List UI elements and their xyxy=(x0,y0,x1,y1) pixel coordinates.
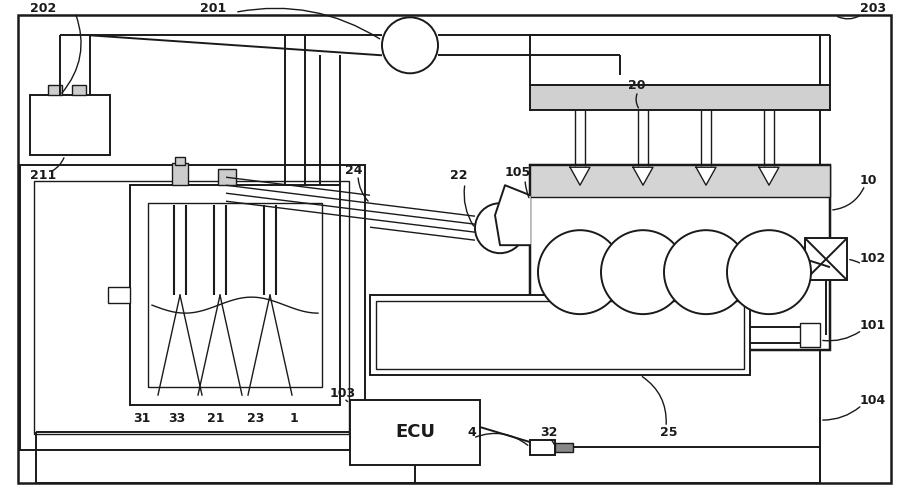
Bar xyxy=(370,295,750,375)
Bar xyxy=(376,301,744,369)
Bar xyxy=(130,185,340,405)
Circle shape xyxy=(601,230,685,314)
Bar xyxy=(530,440,555,455)
Circle shape xyxy=(475,203,525,253)
Bar xyxy=(72,86,86,96)
Text: ECU: ECU xyxy=(395,423,435,441)
Text: 25: 25 xyxy=(660,426,678,438)
Bar xyxy=(172,163,188,185)
Text: 10: 10 xyxy=(860,174,877,186)
Text: 22: 22 xyxy=(450,168,468,181)
Bar xyxy=(530,165,830,350)
Bar xyxy=(350,400,480,465)
Bar xyxy=(175,157,185,165)
Circle shape xyxy=(382,18,438,74)
Bar xyxy=(108,287,130,303)
Text: 1: 1 xyxy=(290,412,298,424)
Bar xyxy=(530,86,830,110)
Bar xyxy=(48,86,62,96)
Text: 202: 202 xyxy=(30,2,56,15)
Polygon shape xyxy=(696,167,716,185)
Bar xyxy=(805,238,847,280)
Circle shape xyxy=(538,230,622,314)
Bar xyxy=(148,203,322,387)
Text: 23: 23 xyxy=(247,412,265,424)
Text: 32: 32 xyxy=(540,426,557,438)
Text: 203: 203 xyxy=(860,2,886,15)
Bar xyxy=(555,443,573,452)
Text: 21: 21 xyxy=(207,412,225,424)
Bar xyxy=(34,181,349,434)
Bar xyxy=(30,96,110,155)
Circle shape xyxy=(727,230,811,314)
Text: 101: 101 xyxy=(860,318,886,332)
Polygon shape xyxy=(633,167,653,185)
Bar xyxy=(218,169,236,185)
Polygon shape xyxy=(759,167,779,185)
Bar xyxy=(800,323,820,347)
Polygon shape xyxy=(495,185,530,245)
Text: 103: 103 xyxy=(330,386,356,400)
Bar xyxy=(530,165,830,197)
Text: 20: 20 xyxy=(628,79,645,92)
Text: 102: 102 xyxy=(860,252,886,264)
Polygon shape xyxy=(570,167,590,185)
Text: 31: 31 xyxy=(133,412,150,424)
Circle shape xyxy=(664,230,748,314)
Text: 201: 201 xyxy=(200,2,227,15)
Text: 24: 24 xyxy=(345,164,362,176)
Text: 4: 4 xyxy=(467,426,476,438)
Text: 104: 104 xyxy=(860,394,886,406)
Bar xyxy=(20,165,365,450)
Text: 105: 105 xyxy=(505,166,531,178)
Text: 33: 33 xyxy=(168,412,186,424)
Text: 211: 211 xyxy=(30,168,56,181)
